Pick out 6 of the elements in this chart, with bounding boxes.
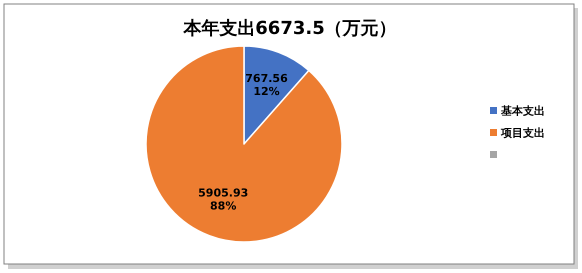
data-label: 767.56 12% (245, 72, 288, 98)
legend-label: 项目支出 (500, 126, 545, 140)
chart-title: 本年支出6673.5（万元） (182, 18, 397, 39)
pie-slice (145, 45, 343, 243)
legend-label: 基本支出 (500, 104, 545, 118)
data-label: 5905.93 88% (198, 186, 248, 213)
